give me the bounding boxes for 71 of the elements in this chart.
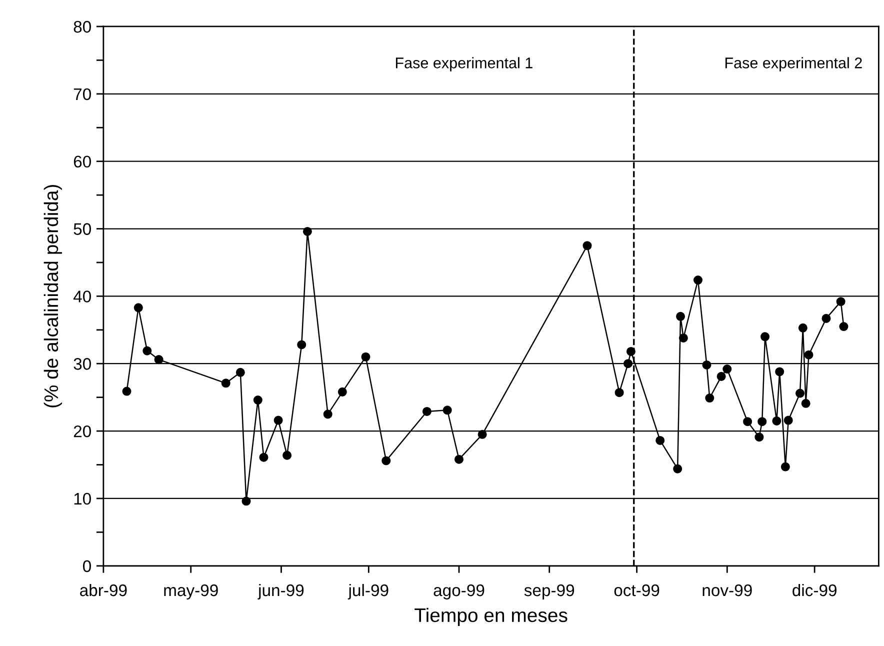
y-tick-label: 50 (74, 223, 91, 235)
point (221, 378, 230, 388)
point (154, 355, 164, 364)
y-tick-label: 80 (74, 20, 91, 33)
point (282, 450, 292, 460)
x-tick-label: jun-99 (258, 584, 304, 600)
point (702, 360, 712, 370)
point (253, 396, 262, 405)
point (795, 388, 805, 398)
point (822, 314, 831, 323)
point (297, 340, 306, 350)
point (693, 275, 703, 285)
point (656, 436, 665, 445)
point (780, 462, 790, 472)
point (478, 430, 487, 439)
point (722, 364, 732, 374)
point (122, 386, 132, 396)
point (804, 350, 814, 360)
point (382, 456, 391, 466)
point (323, 410, 332, 419)
point (454, 454, 464, 464)
point (716, 372, 726, 381)
point (760, 332, 770, 342)
point (626, 346, 636, 356)
x-tick-label: sep-99 (524, 584, 574, 600)
point (839, 322, 848, 332)
y-tick-label: 60 (74, 156, 91, 168)
x-tick-label: ago-99 (434, 584, 484, 600)
y-tick-label: 0 (83, 560, 91, 572)
point (754, 432, 764, 442)
point (302, 226, 312, 236)
point (678, 333, 688, 343)
point (798, 323, 808, 332)
point (614, 388, 624, 398)
point (775, 367, 784, 376)
x-tick-label: abr-99 (80, 584, 127, 596)
point (259, 452, 268, 462)
x-tick-label: dic-99 (792, 584, 836, 596)
x-tick-label: jul-99 (348, 584, 388, 600)
point (242, 496, 251, 506)
x-axis-title: Tiempo en meses (414, 608, 568, 626)
y-axis-title: (% de alcalinidad perdida) (44, 184, 62, 408)
point (582, 241, 592, 250)
annotation: Fase experimental 2 (725, 57, 862, 72)
y-tick-label: 20 (74, 425, 91, 438)
point (442, 406, 452, 415)
point (422, 406, 432, 416)
point (624, 359, 633, 368)
point (361, 352, 370, 362)
point (676, 312, 686, 321)
point (743, 417, 752, 426)
point (142, 346, 152, 356)
y-tick-label: 70 (74, 88, 91, 100)
y-tick-label: 40 (73, 290, 91, 302)
point (758, 417, 767, 426)
y-tick-label: 30 (74, 358, 91, 370)
y-tick-label: 10 (74, 492, 91, 505)
point (772, 416, 782, 426)
point (274, 416, 283, 425)
point (836, 297, 846, 306)
point (134, 303, 143, 312)
point (236, 368, 245, 377)
point (338, 387, 347, 396)
x-tick-label: oct-99 (614, 584, 660, 596)
x-tick-label: nov-99 (702, 584, 752, 596)
point (705, 393, 714, 403)
point (784, 416, 793, 425)
x-tick-label: may-99 (164, 584, 218, 600)
point (801, 398, 810, 408)
annotation: Fase experimental 1 (396, 57, 532, 72)
point (673, 464, 682, 474)
